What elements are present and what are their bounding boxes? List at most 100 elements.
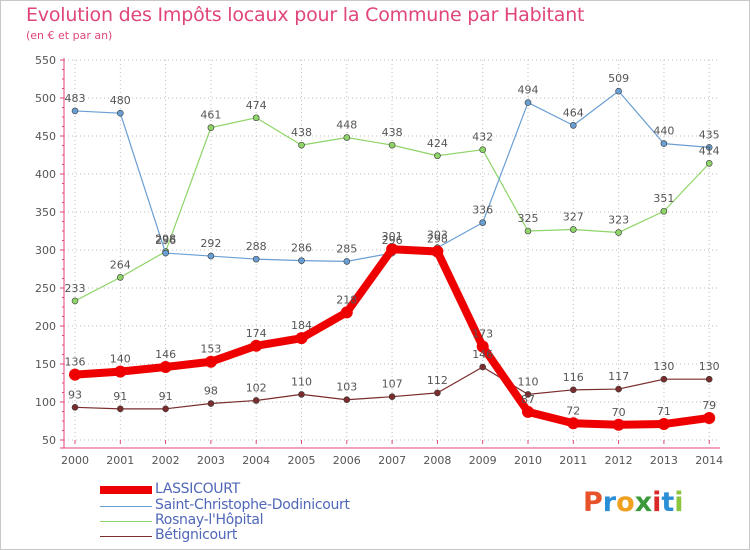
data-label: 112 — [427, 374, 448, 387]
data-point — [431, 245, 444, 258]
data-point — [298, 391, 305, 398]
logo-letter: P — [583, 487, 603, 518]
data-label: 173 — [472, 328, 493, 341]
y-tick-label: 100 — [35, 396, 56, 409]
chart-subtitle: (en € et par an) — [26, 29, 113, 42]
data-label: 264 — [110, 258, 131, 271]
data-point — [615, 229, 622, 236]
data-point — [705, 144, 713, 151]
data-label: 438 — [382, 126, 403, 139]
data-point — [250, 339, 263, 352]
data-label: 153 — [200, 343, 221, 356]
data-point — [207, 252, 215, 260]
data-point — [343, 258, 351, 265]
data-point — [204, 355, 217, 368]
data-point — [252, 397, 260, 404]
data-label: 288 — [246, 240, 267, 253]
data-label: 91 — [113, 390, 127, 403]
legend-swatch — [100, 506, 152, 507]
data-point — [524, 99, 532, 106]
data-label: 301 — [382, 230, 403, 243]
logo-letter: r — [602, 487, 617, 518]
data-point — [343, 134, 351, 141]
logo-letter: t — [661, 487, 675, 518]
data-point — [479, 219, 487, 226]
x-tick-label: 2009 — [469, 454, 497, 467]
data-label: 286 — [291, 242, 312, 255]
data-label: 461 — [200, 109, 221, 122]
data-label: 91 — [159, 390, 173, 403]
data-label: 483 — [65, 92, 86, 105]
x-tick-label: 2008 — [423, 454, 451, 467]
y-tick-label: 550 — [35, 54, 56, 67]
data-label: 435 — [699, 128, 720, 141]
x-tick-label: 2001 — [106, 454, 134, 467]
data-label: 146 — [472, 348, 493, 361]
data-label: 87 — [521, 393, 535, 406]
data-label: 110 — [291, 375, 312, 388]
data-label: 298 — [155, 233, 176, 246]
data-label: 116 — [563, 371, 584, 384]
data-label: 325 — [518, 212, 539, 225]
data-label: 102 — [246, 381, 267, 394]
data-label: 432 — [472, 131, 493, 144]
data-point — [298, 141, 305, 149]
data-point — [522, 405, 534, 418]
x-tick-label: 2005 — [288, 454, 316, 467]
data-label: 184 — [291, 319, 312, 332]
logo-letter: o — [616, 487, 635, 518]
data-label: 296 — [155, 234, 176, 247]
data-point — [114, 365, 127, 378]
data-label: 233 — [65, 282, 86, 295]
data-point — [71, 297, 79, 305]
x-tick-label: 2006 — [333, 454, 361, 467]
x-tick-label: 2002 — [152, 454, 180, 467]
data-point — [524, 391, 532, 398]
data-point — [615, 87, 622, 95]
y-tick-label: 200 — [35, 320, 56, 333]
data-point — [660, 207, 668, 215]
data-point — [476, 340, 489, 353]
data-point — [162, 405, 169, 413]
data-label: 71 — [657, 405, 671, 418]
data-point — [660, 140, 668, 147]
data-label: 136 — [65, 356, 86, 369]
proxiti-logo: Proxiti — [583, 487, 684, 518]
data-label: 440 — [653, 125, 674, 138]
data-point — [434, 152, 441, 160]
data-label: 296 — [382, 234, 403, 247]
data-label: 146 — [155, 348, 176, 361]
data-point — [524, 227, 532, 235]
data-point — [298, 257, 305, 264]
data-label: 464 — [563, 106, 584, 119]
y-tick-label: 50 — [42, 434, 56, 447]
data-label: 130 — [699, 360, 720, 373]
data-point — [117, 109, 124, 117]
data-label: 72 — [566, 404, 580, 417]
data-point — [159, 361, 172, 374]
data-point — [479, 146, 487, 153]
data-point — [657, 418, 670, 431]
legend-label: Saint-Christophe-Dodinicourt — [155, 497, 350, 513]
data-point — [705, 375, 713, 383]
chart-title: Evolution des Impôts locaux pour la Comm… — [26, 4, 585, 26]
data-point — [434, 389, 441, 397]
data-label: 174 — [246, 327, 267, 340]
x-tick-label: 2000 — [61, 454, 89, 467]
data-label: 474 — [246, 99, 267, 112]
data-label: 117 — [608, 370, 629, 383]
x-tick-label: 2014 — [695, 454, 723, 467]
data-point — [615, 385, 622, 393]
data-label: 98 — [204, 385, 218, 398]
data-label: 292 — [200, 237, 221, 250]
data-point — [117, 405, 124, 413]
data-point — [612, 418, 625, 431]
data-label: 103 — [336, 381, 357, 394]
y-tick-label: 350 — [35, 206, 56, 219]
y-tick-label: 500 — [35, 92, 56, 105]
y-tick-label: 300 — [35, 244, 56, 257]
data-point — [567, 417, 580, 430]
data-label: 494 — [518, 84, 539, 97]
data-point — [207, 400, 215, 407]
